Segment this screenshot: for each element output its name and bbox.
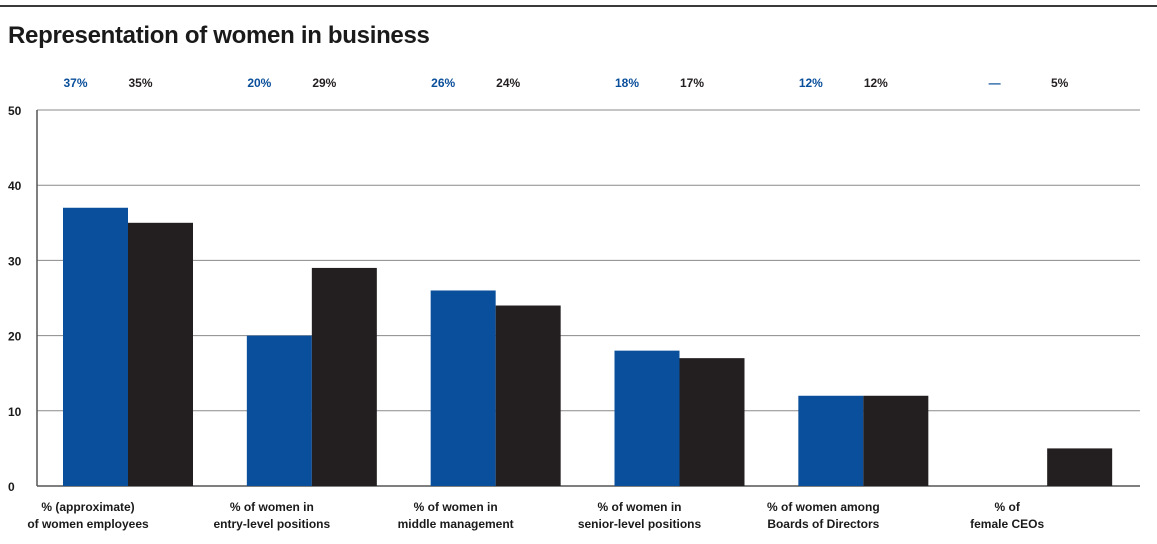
category-label: middle management (398, 517, 514, 531)
bar (863, 395, 929, 486)
value-label: 37% (63, 76, 87, 90)
value-label: 5% (1051, 76, 1069, 90)
value-label: 29% (312, 76, 336, 90)
y-tick-label: 50 (8, 104, 22, 118)
value-label: 12% (799, 76, 823, 90)
category-label: % of women among (767, 500, 880, 514)
category-label: % of women in (230, 500, 314, 514)
value-label: 20% (247, 76, 271, 90)
bar (798, 395, 864, 486)
bar (495, 305, 561, 486)
bar (430, 290, 496, 486)
category-label: Boards of Directors (767, 517, 879, 531)
y-tick-label: 0 (8, 480, 15, 494)
bar (614, 350, 680, 486)
top-rule (0, 5, 1157, 7)
bar (679, 358, 745, 486)
category-label: senior-level positions (578, 517, 702, 531)
category-label: female CEOs (970, 517, 1044, 531)
chart-title: Representation of women in business (8, 22, 430, 49)
bar (311, 267, 377, 486)
value-label: 24% (496, 76, 520, 90)
y-tick-label: 30 (8, 254, 22, 268)
category-label: of women employees (27, 517, 149, 531)
bar (246, 335, 312, 486)
category-label: % (approximate) (41, 500, 134, 514)
category-label: % of (994, 500, 1020, 514)
value-label: 26% (431, 76, 455, 90)
y-tick-label: 40 (8, 179, 22, 193)
bar (128, 222, 193, 487)
category-label: % of women in (414, 500, 498, 514)
y-tick-label: 20 (8, 330, 22, 344)
value-label: 35% (128, 76, 152, 90)
bar (63, 207, 128, 486)
value-label: — (989, 76, 1001, 90)
value-label: 18% (615, 76, 639, 90)
y-tick-label: 10 (8, 405, 22, 419)
bar (1047, 448, 1113, 486)
value-label: 17% (680, 76, 704, 90)
category-label: entry-level positions (213, 517, 330, 531)
category-label: % of women in (598, 500, 682, 514)
value-label: 12% (864, 76, 888, 90)
